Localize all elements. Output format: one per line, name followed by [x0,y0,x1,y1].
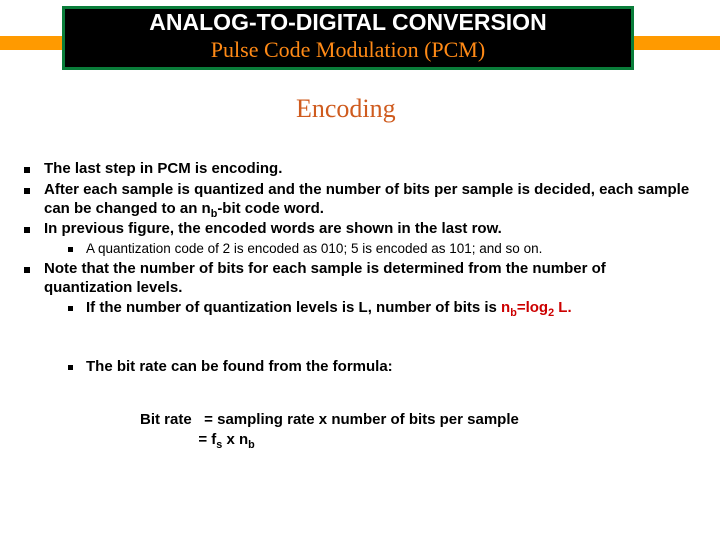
formula-block: Bit rate = sampling rate x number of bit… [140,410,519,451]
content-area: The last step in PCM is encoding. After … [18,160,696,379]
b4s-nb-b: b [510,307,517,319]
spacer [18,320,696,358]
accent-stripe-right [634,36,720,50]
b4s-end: L. [554,299,572,316]
bullet-2-text-a: After each sample is quantized and the n… [44,181,689,217]
header-title: ANALOG-TO-DIGITAL CONVERSION [65,9,631,35]
b4s-nb: nb=log2 L. [501,299,572,316]
formula-line2-mid: x n [222,431,248,448]
accent-stripe-left [0,36,62,50]
header-box: ANALOG-TO-DIGITAL CONVERSION Pulse Code … [62,6,634,70]
formula-line2-b: b [248,439,255,451]
bullet-1: The last step in PCM is encoding. [18,160,696,179]
b4s-a: If the number of quantization levels is … [86,299,501,316]
bullet-3: In previous figure, the encoded words ar… [18,220,696,239]
bullet-2-text-b: -bit code word. [217,200,324,217]
bullet-3-sub: A quantization code of 2 is encoded as 0… [18,241,696,258]
header-subtitle: Pulse Code Modulation (PCM) [65,35,631,65]
b4s-eq: =log [517,299,548,316]
bullet-4-sub: If the number of quantization levels is … [18,299,696,318]
b4s-nb-n: n [501,299,510,316]
bullet-2: After each sample is quantized and the n… [18,181,696,219]
formula-line1: Bit rate = sampling rate x number of bit… [140,411,519,428]
formula-line2-pre: = f [140,431,216,448]
bullet-5: The bit rate can be found from the formu… [18,358,696,377]
slide: ANALOG-TO-DIGITAL CONVERSION Pulse Code … [0,0,720,540]
bullet-4: Note that the number of bits for each sa… [18,260,696,298]
section-title: Encoding [296,94,396,124]
